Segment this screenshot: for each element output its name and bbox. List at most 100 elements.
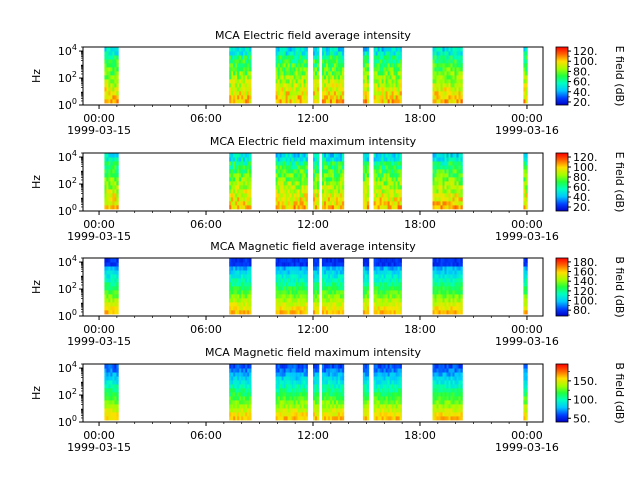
spectrogram-cell (313, 205, 316, 210)
spectrogram-cell (291, 55, 294, 60)
spectrogram-cell (231, 71, 234, 76)
spectrogram-cell (362, 278, 366, 283)
spectrogram-cell (366, 165, 370, 170)
spectrogram-cell (393, 408, 396, 413)
spectrogram-cell (291, 282, 294, 287)
spectrogram-cell (379, 67, 382, 72)
colorbar: 80.100.120.140.160.180. B field (dB) (555, 256, 626, 318)
spectrogram-cell (335, 262, 339, 267)
spectrogram-cell (393, 266, 396, 271)
spectrogram-cell (339, 189, 343, 194)
spectrogram-cell (381, 71, 384, 76)
spectrogram-cell (287, 306, 290, 311)
spectrogram-cell (289, 306, 292, 311)
spectrogram-cell (385, 161, 388, 166)
spectrogram-cell (249, 91, 252, 96)
spectrogram-cell (283, 262, 286, 267)
spectrogram-cell (335, 294, 339, 299)
spectrogram-cell (317, 185, 320, 190)
spectrogram-cell (393, 201, 396, 206)
spectrogram-cell (329, 177, 333, 182)
spectrogram-cell (297, 416, 300, 421)
spectrogram-cell (442, 290, 445, 295)
spectrogram-cell (112, 197, 115, 202)
spectrogram-cell (364, 153, 368, 158)
spectrogram-cell (301, 282, 304, 287)
spectrogram-cell (440, 165, 443, 170)
spectrogram-cell (339, 157, 343, 162)
spectrogram-cell (436, 79, 439, 84)
spectrogram-cell (362, 262, 366, 267)
spectrogram-cell (337, 91, 341, 96)
spectrogram-cell (377, 51, 380, 56)
spectrogram-cell (299, 278, 302, 283)
spectrogram-cell (444, 364, 447, 369)
spectrogram-cell (281, 266, 284, 271)
spectrogram-cell (397, 372, 400, 377)
spectrogram-cell (331, 87, 335, 92)
spectrogram-cell (391, 286, 394, 291)
spectrogram-cell (448, 201, 451, 206)
spectrogram-cell (373, 201, 376, 206)
spectrogram-cell (279, 161, 282, 166)
spectrogram-cell (387, 290, 390, 295)
spectrogram-cell (247, 364, 250, 369)
spectrogram-cell (305, 177, 308, 182)
spectrogram-cell (434, 193, 437, 198)
spectrogram-cell (331, 193, 335, 198)
spectrogram-cell (339, 404, 343, 409)
spectrogram-cell (460, 161, 463, 166)
y-tick-label: 102 (58, 70, 77, 85)
spectrogram-cell (112, 416, 115, 421)
spectrogram-cell (362, 75, 366, 80)
spectrogram-cell (399, 306, 402, 311)
spectrogram-cell (448, 392, 451, 397)
spectrogram-cell (289, 364, 292, 369)
colorbar-label: E field (dB) (613, 46, 626, 107)
spectrogram-cell (448, 364, 451, 369)
spectrogram-cell (373, 55, 376, 60)
spectrogram-cell (110, 412, 113, 417)
spectrogram-cell (389, 266, 392, 271)
spectrogram-cell (241, 372, 244, 377)
spectrogram-cell (450, 67, 453, 72)
spectrogram-cell (375, 408, 378, 413)
spectrogram-cell (333, 75, 337, 80)
spectrogram-cell (299, 87, 302, 92)
spectrogram-cell (325, 298, 329, 303)
spectrogram-cell (229, 388, 232, 393)
spectrogram-cell (391, 201, 394, 206)
spectrogram-cell (291, 51, 294, 56)
spectrogram-cell (321, 306, 325, 311)
spectrogram-cell (438, 177, 441, 182)
spectrogram-cell (379, 310, 382, 315)
spectrogram-cell (297, 87, 300, 92)
spectrogram-cell (377, 201, 380, 206)
spectrogram-cell (281, 197, 284, 202)
spectrogram-cell (373, 197, 376, 202)
spectrogram-cell (313, 157, 316, 162)
spectrogram-cell (287, 83, 290, 88)
spectrogram-cell (440, 270, 443, 275)
spectrogram-cell (341, 392, 345, 397)
spectrogram-cell (285, 396, 288, 401)
spectrogram-cell (438, 408, 441, 413)
spectrogram-cell (249, 262, 252, 267)
spectrogram-cell (399, 302, 402, 307)
spectrogram-cell (277, 278, 280, 283)
spectrogram-cell (399, 412, 402, 417)
spectrogram-cell (243, 368, 246, 373)
spectrogram-cell (299, 372, 302, 377)
spectrogram-cell (341, 408, 345, 413)
spectrogram-cell (239, 193, 242, 198)
spectrogram-cell (397, 266, 400, 271)
spectrogram-cell (110, 396, 113, 401)
spectrogram-cell (275, 396, 278, 401)
spectrogram-cell (523, 286, 526, 291)
spectrogram-cell (333, 91, 337, 96)
spectrogram-cell (116, 396, 119, 401)
spectrogram-cell (241, 392, 244, 397)
spectrogram-cell (337, 193, 341, 198)
spectrogram-cell (114, 197, 117, 202)
spectrogram-cell (299, 380, 302, 385)
